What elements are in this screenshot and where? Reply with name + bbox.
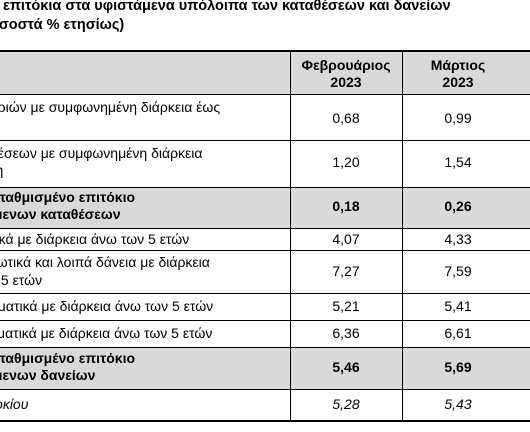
row-label: θέσεων με συμφωνημένη διάρκεια xyxy=(0,145,203,161)
column-header-march-year: 2023 xyxy=(442,74,474,90)
value-february: 5,28 xyxy=(332,396,360,412)
row-bg-loans-total xyxy=(0,348,530,389)
row-label: σταθμισμένο επιτόκιο xyxy=(0,350,136,366)
value-february: 0,68 xyxy=(332,110,360,126)
value-march: 5,69 xyxy=(444,359,472,375)
value-february: 5,46 xyxy=(332,359,360,375)
column-header-february-year: 2023 xyxy=(330,74,362,90)
rule-8 xyxy=(0,389,530,390)
value-february: 6,36 xyxy=(332,325,360,341)
rule-5 xyxy=(0,293,530,294)
column-header-march-month: Μάρτιος xyxy=(430,57,486,73)
row-label: λματικά με διάρκεια άνω των 5 ετών xyxy=(0,325,213,341)
header-row xyxy=(0,51,530,94)
row-label: λωτικά και λοιπά δάνεια με διάρκεια xyxy=(0,254,210,270)
row-label-continued: ιμενων καταθέσεων xyxy=(0,206,121,222)
rule-1 xyxy=(0,140,530,141)
row-label-continued: ιμενων δανείων xyxy=(0,367,96,383)
value-march: 1,54 xyxy=(444,154,472,170)
value-march: 5,43 xyxy=(444,396,472,412)
rule-2 xyxy=(0,187,530,188)
column-header-february-month: Φεβρουάριος xyxy=(301,57,391,73)
rule-3 xyxy=(0,228,530,229)
column-header-march: Μάρτιος 2023 xyxy=(402,57,514,91)
rule-top xyxy=(0,50,530,52)
rule-6 xyxy=(0,320,530,321)
value-march: 7,59 xyxy=(444,263,472,279)
table-title: α επιτόκια στα υφιστάμενα υπόλοιπα των κ… xyxy=(0,0,530,35)
col-divider-2 xyxy=(402,51,403,420)
value-march: 0,26 xyxy=(444,198,472,214)
column-header-february: Φεβρουάριος 2023 xyxy=(290,57,402,91)
value-february: 5,21 xyxy=(332,298,360,314)
rule-7 xyxy=(0,347,530,348)
value-february: 7,27 xyxy=(332,263,360,279)
title-line-1: α επιτόκια στα υφιστάμενα υπόλοιπα των κ… xyxy=(0,0,451,14)
title-line-2: οσοστά % ετησίως) xyxy=(0,17,125,33)
value-february: 1,20 xyxy=(332,154,360,170)
rule-header xyxy=(0,94,530,95)
value-march: 5,41 xyxy=(444,298,472,314)
value-february: 4,07 xyxy=(332,231,360,247)
rule-4 xyxy=(0,250,530,251)
col-divider-1 xyxy=(290,51,291,420)
row-label: ηματικά με διάρκεια άνω των 5 ετών xyxy=(0,298,214,314)
value-march: 0,99 xyxy=(444,110,472,126)
value-february: 0,18 xyxy=(332,198,360,214)
row-label-continued: τη xyxy=(0,162,290,179)
value-march: 4,33 xyxy=(444,231,472,247)
rule-bottom xyxy=(0,420,530,422)
row-label: τοκίου xyxy=(0,396,29,412)
value-march: 6,61 xyxy=(444,325,472,341)
row-label: σταθμισμένο επιτόκιο xyxy=(0,189,136,205)
row-label: τικά με διάρκεια άνω των 5 ετών xyxy=(0,231,190,247)
row-label-continued: ν 5 ετών xyxy=(0,272,43,288)
row-bg-deposits-total xyxy=(0,187,530,228)
row-label: υριών με συμφωνημένη διάρκεια έως xyxy=(0,99,221,115)
